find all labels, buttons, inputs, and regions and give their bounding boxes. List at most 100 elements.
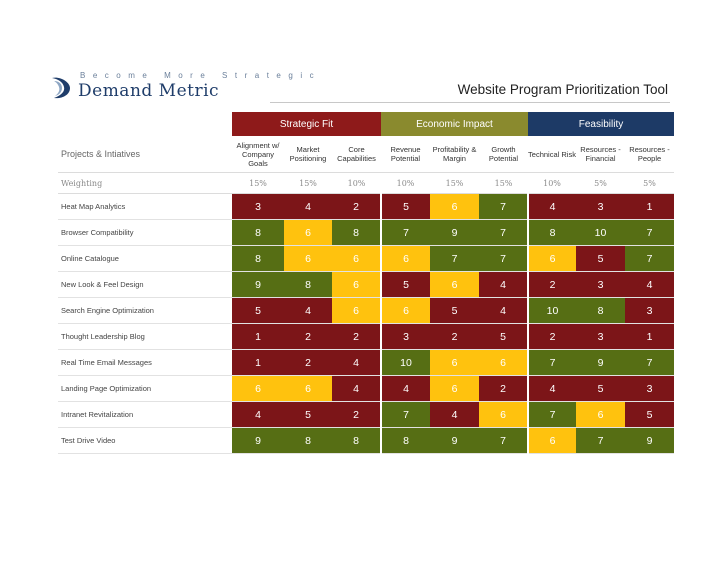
column-header-row: Projects & Intiatives Alignment w/ Compa… <box>58 136 674 173</box>
column-header: Resources - Financial <box>576 136 625 173</box>
score-cell: 4 <box>232 401 284 428</box>
column-header: Core Capabilities <box>332 136 381 173</box>
table-row: Intranet Revitalization 4 5 2 7 4 6 7 6 5 <box>58 401 674 428</box>
weighting-value: 15% <box>430 172 479 194</box>
score-cell: 8 <box>576 297 625 324</box>
score-cell: 4 <box>430 401 479 428</box>
project-name: Thought Leadership Blog <box>58 323 226 350</box>
score-cell: 4 <box>528 375 576 402</box>
score-cell: 4 <box>284 193 332 220</box>
score-cell: 6 <box>528 427 576 454</box>
table-row: Real Time Email Messages 1 2 4 10 6 6 7 9 7 <box>58 349 674 376</box>
score-cell: 5 <box>625 401 674 428</box>
score-cell: 6 <box>479 401 529 428</box>
score-cell: 6 <box>381 297 430 324</box>
demand-metric-logo-icon <box>52 77 70 99</box>
project-name: Online Catalogue <box>58 245 226 272</box>
score-cell: 5 <box>430 297 479 324</box>
column-header: Alignment w/ Company Goals <box>232 136 284 173</box>
score-cell: 2 <box>284 349 332 376</box>
column-header: Profitability & Margin <box>430 136 479 173</box>
score-cell: 8 <box>332 427 382 454</box>
column-header: Revenue Potential <box>381 136 430 173</box>
score-cell: 4 <box>381 375 430 402</box>
tagline: Become More Strategic <box>80 71 322 80</box>
score-cell: 7 <box>576 427 625 454</box>
group-header-row: Strategic Fit Economic Impact Feasibilit… <box>58 112 674 136</box>
group-feasibility: Feasibility <box>528 112 674 136</box>
score-cell: 5 <box>381 193 430 220</box>
score-cell: 1 <box>625 323 674 350</box>
group-strategic-fit: Strategic Fit <box>232 112 381 136</box>
score-cell: 5 <box>576 375 625 402</box>
score-cell: 3 <box>381 323 430 350</box>
table-row: Test Drive Video 9 8 8 8 9 7 6 7 9 <box>58 427 674 454</box>
group-economic-impact: Economic Impact <box>381 112 528 136</box>
score-cell: 4 <box>528 193 576 220</box>
score-cell: 7 <box>625 349 674 376</box>
column-header: Resources - People <box>625 136 674 173</box>
prioritization-table: Strategic Fit Economic Impact Feasibilit… <box>58 112 674 454</box>
score-cell: 7 <box>625 245 674 272</box>
table-row: Search Engine Optimization 5 4 6 6 5 4 10 8 3 <box>58 297 674 324</box>
table-row: Heat Map Analytics 3 4 2 5 6 7 4 3 1 <box>58 193 674 220</box>
score-cell: 2 <box>332 401 382 428</box>
score-cell: 7 <box>528 349 576 376</box>
table-row: Online Catalogue 8 6 6 6 7 7 6 5 7 <box>58 245 674 272</box>
score-cell: 6 <box>528 245 576 272</box>
weighting-value: 5% <box>576 172 625 194</box>
score-cell: 9 <box>430 219 479 246</box>
score-cell: 7 <box>430 245 479 272</box>
score-cell: 4 <box>479 271 529 298</box>
title-divider <box>270 102 670 103</box>
page-title: Website Program Prioritization Tool <box>457 82 668 97</box>
score-cell: 7 <box>479 245 529 272</box>
score-cell: 6 <box>332 271 382 298</box>
score-cell: 9 <box>232 271 284 298</box>
weighting-label: Weighting <box>58 172 226 194</box>
score-cell: 8 <box>284 427 332 454</box>
score-cell: 4 <box>625 271 674 298</box>
score-cell: 8 <box>381 427 430 454</box>
score-cell: 1 <box>232 323 284 350</box>
score-cell: 6 <box>284 375 332 402</box>
score-cell: 2 <box>528 271 576 298</box>
project-name: Real Time Email Messages <box>58 349 226 376</box>
score-cell: 5 <box>576 245 625 272</box>
table-row: Thought Leadership Blog 1 2 2 3 2 5 2 3 1 <box>58 323 674 350</box>
score-cell: 3 <box>625 297 674 324</box>
weighting-value: 5% <box>625 172 674 194</box>
score-cell: 8 <box>528 219 576 246</box>
table-row: Browser Compatibility 8 6 8 7 9 7 8 10 7 <box>58 219 674 246</box>
project-name: Intranet Revitalization <box>58 401 226 428</box>
score-cell: 4 <box>332 375 382 402</box>
score-cell: 8 <box>232 245 284 272</box>
weighting-value: 10% <box>332 172 381 194</box>
column-header: Technical Risk <box>528 136 576 173</box>
score-cell: 9 <box>625 427 674 454</box>
score-cell: 6 <box>430 271 479 298</box>
project-name: Browser Compatibility <box>58 219 226 246</box>
score-cell: 6 <box>332 245 382 272</box>
project-name: Landing Page Optimization <box>58 375 226 402</box>
score-cell: 10 <box>381 349 430 376</box>
project-name: Heat Map Analytics <box>58 193 226 220</box>
score-cell: 2 <box>479 375 529 402</box>
project-name: Search Engine Optimization <box>58 297 226 324</box>
projects-column-header: Projects & Intiatives <box>58 136 226 173</box>
score-cell: 2 <box>332 323 382 350</box>
score-cell: 6 <box>430 349 479 376</box>
score-cell: 7 <box>381 401 430 428</box>
score-cell: 8 <box>332 219 382 246</box>
score-cell: 2 <box>528 323 576 350</box>
score-cell: 6 <box>576 401 625 428</box>
score-cell: 3 <box>232 193 284 220</box>
score-cell: 1 <box>232 349 284 376</box>
score-cell: 7 <box>479 193 529 220</box>
project-name: New Look & Feel Design <box>58 271 226 298</box>
score-cell: 9 <box>232 427 284 454</box>
column-header: Market Positioning <box>284 136 332 173</box>
score-cell: 6 <box>332 297 382 324</box>
score-cell: 4 <box>332 349 382 376</box>
score-cell: 7 <box>479 219 529 246</box>
